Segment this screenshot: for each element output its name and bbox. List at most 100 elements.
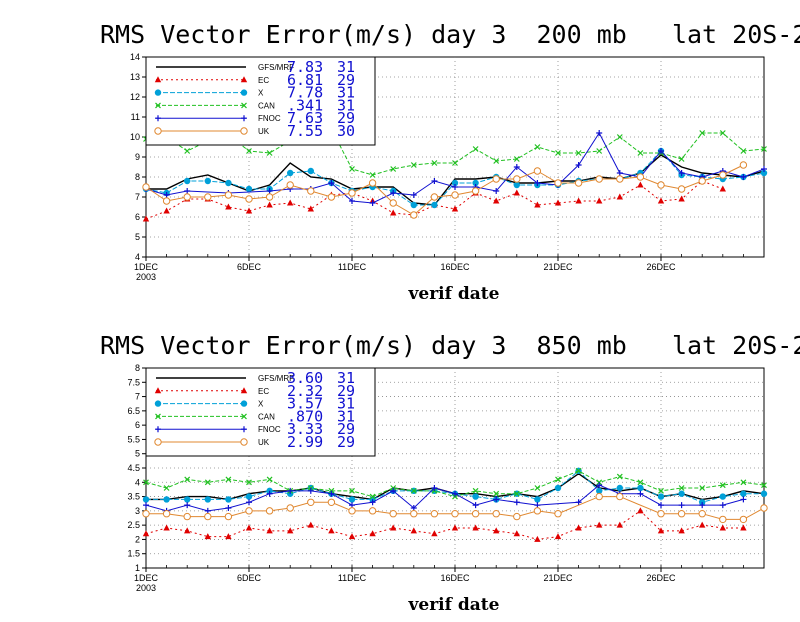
point-x	[513, 181, 520, 189]
point-fnoc	[307, 487, 314, 494]
point-uk	[513, 512, 521, 521]
x-tick-label: 26DEC	[646, 262, 676, 272]
point-x	[184, 496, 191, 503]
point-fnoc	[719, 502, 726, 509]
point-ec	[616, 193, 623, 200]
point-uk	[286, 181, 294, 189]
y-tick-label: 14	[130, 52, 140, 62]
point-uk	[410, 211, 418, 219]
point-can	[369, 493, 376, 500]
point-uk	[224, 512, 233, 521]
point-x	[142, 496, 150, 503]
point-fnoc	[472, 502, 479, 509]
legend-marker	[154, 438, 162, 446]
point-ec	[266, 527, 273, 534]
point-fnoc	[328, 490, 335, 497]
point-uk	[533, 167, 542, 175]
legend-marker	[241, 413, 247, 420]
series-line-uk	[145, 164, 744, 216]
point-uk	[348, 507, 356, 515]
point-ec	[596, 521, 603, 528]
point-uk	[698, 510, 706, 518]
point-uk	[657, 181, 665, 189]
point-can	[534, 485, 541, 491]
point-fnoc	[658, 148, 664, 154]
point-ec	[451, 205, 459, 212]
point-uk	[719, 515, 727, 524]
legend-stat-count: 31	[337, 407, 355, 425]
point-can	[596, 148, 603, 154]
point-ec	[390, 209, 397, 216]
point-uk	[471, 510, 480, 518]
point-ec	[245, 207, 253, 214]
y-tick-label: 7	[135, 392, 140, 402]
legend-stat-count: 31	[337, 58, 355, 76]
point-x	[431, 201, 438, 209]
point-uk	[636, 173, 645, 181]
point-x	[225, 496, 232, 503]
x-tick-year-label: 2003	[136, 272, 156, 282]
point-uk	[368, 179, 377, 187]
point-uk	[142, 510, 150, 518]
point-ec	[410, 527, 417, 534]
point-fnoc	[410, 505, 417, 511]
point-uk	[657, 510, 665, 518]
point-uk	[389, 510, 397, 518]
y-tick-label: 4	[135, 252, 140, 262]
y-tick-label: 8	[135, 363, 140, 373]
point-fnoc	[493, 188, 500, 194]
point-uk	[368, 507, 377, 515]
legend-item-x: X 3.57 31	[154, 395, 355, 413]
point-fnoc	[534, 180, 541, 186]
point-can	[719, 130, 726, 136]
point-can	[204, 479, 211, 486]
point-ec	[513, 189, 520, 196]
point-x	[472, 179, 479, 187]
point-ec	[431, 530, 438, 537]
y-tick-label: 1.5	[127, 549, 140, 559]
series-line-x	[146, 470, 764, 503]
point-ec	[575, 524, 582, 531]
point-can	[349, 166, 355, 172]
point-x	[287, 169, 294, 177]
point-uk	[616, 175, 624, 183]
legend-item-uk: UK 2.99 29	[154, 433, 355, 451]
x-tick-label: 21DEC	[543, 262, 573, 272]
point-uk	[307, 498, 315, 506]
x-tick-label: 6DEC	[237, 573, 262, 583]
x-axis-label: verif date	[408, 595, 500, 615]
point-fnoc	[328, 180, 335, 186]
point-can	[410, 162, 417, 168]
point-ec	[390, 524, 397, 531]
point-fnoc	[658, 502, 664, 509]
point-uk	[677, 185, 686, 193]
point-ec	[719, 185, 726, 192]
legend-stat-rms: 6.81	[287, 71, 323, 89]
point-uk	[245, 507, 253, 515]
legend-name: GFS/MRF	[258, 63, 294, 72]
legend-marker	[240, 438, 248, 446]
point-can	[719, 482, 726, 489]
point-ec	[719, 524, 726, 531]
point-can	[246, 148, 252, 154]
point-x	[740, 490, 747, 497]
point-uk	[245, 195, 253, 203]
legend-marker	[154, 127, 162, 135]
point-fnoc	[637, 490, 644, 497]
chart-title: RMS Vector Error(m/s) day 3 850 mb lat 2…	[100, 331, 800, 360]
point-ec	[575, 197, 582, 204]
point-x	[204, 177, 211, 185]
legend-stat-rms: .870	[287, 407, 323, 425]
point-can	[472, 146, 479, 152]
point-fnoc	[452, 490, 458, 497]
point-ec	[163, 524, 170, 531]
y-tick-label: 7.5	[127, 377, 140, 387]
point-ec	[534, 201, 541, 208]
point-uk	[760, 504, 768, 512]
legend-item-fnoc: FNOC 3.33 29	[155, 420, 355, 438]
point-ec	[637, 507, 644, 514]
